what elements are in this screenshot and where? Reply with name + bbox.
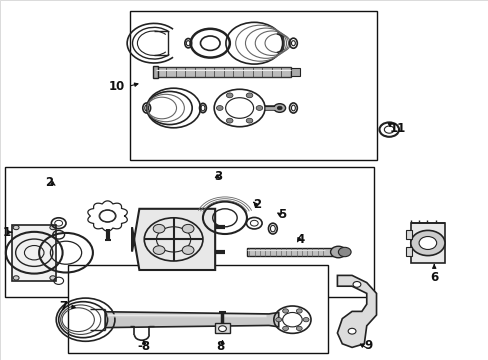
Text: 5: 5 <box>278 208 286 221</box>
Circle shape <box>226 118 232 123</box>
Polygon shape <box>132 209 215 270</box>
Circle shape <box>182 224 194 233</box>
Bar <box>12 225 56 281</box>
Circle shape <box>282 326 288 330</box>
Circle shape <box>226 93 232 98</box>
Circle shape <box>273 104 285 112</box>
Text: 8: 8 <box>216 340 224 353</box>
Circle shape <box>338 247 350 257</box>
Bar <box>290 68 299 76</box>
Circle shape <box>296 326 302 330</box>
Text: 11: 11 <box>389 122 405 135</box>
Bar <box>246 248 332 256</box>
Bar <box>5 167 373 297</box>
Circle shape <box>303 318 308 322</box>
Text: 6: 6 <box>429 271 437 284</box>
Circle shape <box>246 118 252 123</box>
Text: 1: 1 <box>2 226 11 239</box>
Circle shape <box>277 106 282 110</box>
Circle shape <box>296 309 302 313</box>
Circle shape <box>182 246 194 255</box>
Bar <box>405 247 411 256</box>
Circle shape <box>275 318 281 322</box>
Text: 2: 2 <box>45 176 54 189</box>
Text: 10: 10 <box>108 80 124 93</box>
Circle shape <box>218 326 226 332</box>
Circle shape <box>410 230 444 256</box>
Circle shape <box>246 93 252 98</box>
Text: 9: 9 <box>364 339 372 352</box>
Bar <box>410 223 444 263</box>
Bar <box>405 230 411 239</box>
Text: 7: 7 <box>59 300 67 313</box>
Circle shape <box>13 225 19 230</box>
Bar <box>68 265 327 353</box>
Circle shape <box>352 282 360 287</box>
Circle shape <box>216 105 223 111</box>
Text: 4: 4 <box>296 233 304 246</box>
Circle shape <box>50 276 56 280</box>
Bar <box>153 66 158 78</box>
Circle shape <box>347 328 355 334</box>
Circle shape <box>330 246 346 258</box>
Circle shape <box>282 309 288 313</box>
Bar <box>215 323 229 333</box>
Circle shape <box>418 237 436 249</box>
Text: 3: 3 <box>214 170 222 183</box>
Polygon shape <box>337 275 376 347</box>
Circle shape <box>50 225 56 230</box>
Bar <box>156 67 290 77</box>
Bar <box>129 11 376 160</box>
Text: -8: -8 <box>137 340 150 353</box>
Polygon shape <box>105 312 278 328</box>
Text: 2: 2 <box>253 198 261 211</box>
Circle shape <box>13 276 19 280</box>
Circle shape <box>153 246 164 255</box>
Circle shape <box>153 224 164 233</box>
Circle shape <box>256 105 262 111</box>
